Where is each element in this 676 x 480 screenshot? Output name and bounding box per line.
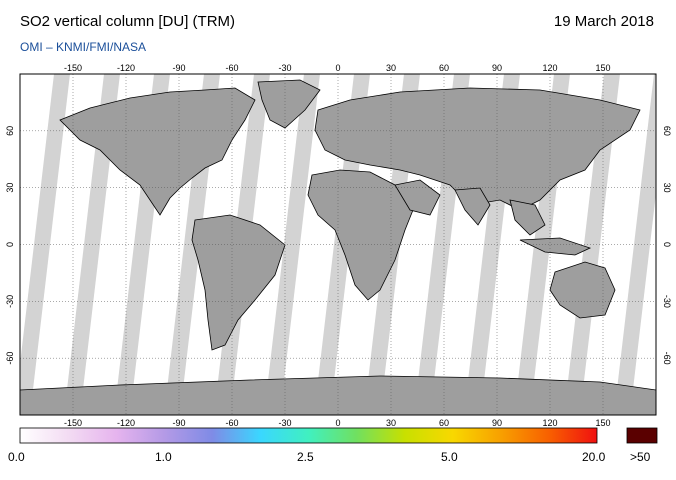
lon-tick-label-bottom: 90 [492, 418, 502, 428]
lat-tick-label-left: -60 [5, 352, 15, 365]
lon-tick-label-top: -150 [64, 63, 82, 73]
lat-tick-label-right: -60 [662, 352, 672, 365]
north-america [59, 87, 256, 216]
colorbar-label-overflow: >50 [630, 450, 651, 464]
colorbar-overflow-swatch [626, 427, 658, 444]
europe-asia [314, 87, 641, 211]
lon-tick-label-top: -30 [278, 63, 291, 73]
lat-tick-label-left: 60 [5, 126, 15, 136]
lon-tick-label-bottom: 60 [439, 418, 449, 428]
india [454, 187, 491, 226]
lon-tick-label-bottom: -90 [172, 418, 185, 428]
lon-tick-label-bottom: 150 [595, 418, 610, 428]
lon-tick-label-top: 30 [386, 63, 396, 73]
lon-tick-label-top: -60 [225, 63, 238, 73]
lon-tick-label-top: 60 [439, 63, 449, 73]
map-title: SO2 vertical column [DU] (TRM) [20, 13, 236, 30]
arabia [394, 179, 441, 216]
colorbar-label-1: 1.0 [155, 450, 172, 464]
lat-tick-label-right: 60 [662, 126, 672, 136]
colorbar-label-2: 2.5 [297, 450, 314, 464]
lon-tick-label-top: 90 [492, 63, 502, 73]
greenland [257, 79, 321, 129]
southeast-asia [509, 199, 546, 236]
lat-tick-label-left: 0 [5, 242, 15, 247]
lat-tick-label-left: 30 [5, 183, 15, 193]
south-america [191, 214, 286, 351]
orbit-swath [30, 74, 104, 415]
map-frame [19, 73, 657, 416]
graticule [20, 74, 656, 415]
land-masses [20, 79, 656, 415]
colorbar-scale [19, 427, 598, 444]
lon-tick-label-bottom: -120 [117, 418, 135, 428]
latitude-ticks-left: 60 30 0 -30 -60 [5, 126, 15, 365]
lon-tick-label-bottom: 30 [386, 418, 396, 428]
colorbar-label-0: 0.0 [8, 450, 25, 464]
lon-tick-label-bottom: 120 [542, 418, 557, 428]
lon-tick-label-bottom: -150 [64, 418, 82, 428]
lon-tick-label-top: 150 [595, 63, 610, 73]
lat-tick-label-left: -30 [5, 295, 15, 308]
orbit-swath [630, 193, 656, 415]
latitude-ticks-right: 60 30 0 -30 -60 [662, 126, 672, 365]
lon-tick-label-top: 120 [542, 63, 557, 73]
orbit-swath [20, 74, 54, 364]
longitude-ticks-top: -150 -120 -90 -60 -30 0 30 60 90 120 150 [64, 63, 611, 73]
lat-tick-label-right: 0 [662, 242, 672, 247]
lon-tick-label-bottom: -30 [278, 418, 291, 428]
colorbar-label-4: 20.0 [582, 450, 606, 464]
lat-tick-label-right: -30 [662, 295, 672, 308]
lon-tick-label-top: -120 [117, 63, 135, 73]
colorbar-label-3: 5.0 [441, 450, 458, 464]
lon-tick-label-bottom: 0 [335, 418, 340, 428]
indonesia [519, 237, 592, 256]
longitude-ticks-bottom: -150 -120 -90 -60 -30 0 30 60 90 120 150 [64, 418, 611, 428]
africa [307, 169, 416, 301]
lon-tick-label-top: 0 [335, 63, 340, 73]
lon-tick-label-bottom: -60 [225, 418, 238, 428]
lat-tick-label-right: 30 [662, 183, 672, 193]
map-date: 19 March 2018 [553, 13, 654, 30]
australia [549, 261, 616, 319]
data-credit: OMI – KNMI/FMI/NASA [20, 40, 147, 54]
lon-tick-label-top: -90 [172, 63, 185, 73]
